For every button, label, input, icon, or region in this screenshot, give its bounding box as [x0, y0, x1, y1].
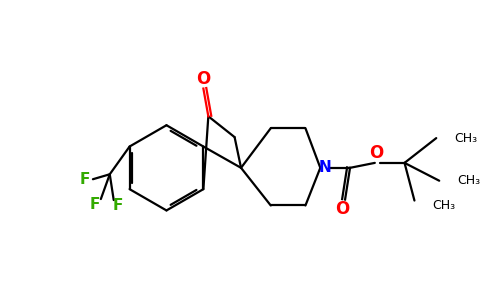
Text: N: N — [319, 160, 332, 175]
Text: F: F — [90, 196, 100, 211]
Text: CH₃: CH₃ — [432, 199, 455, 212]
Text: F: F — [80, 172, 90, 187]
Text: O: O — [196, 70, 211, 88]
Text: O: O — [335, 200, 349, 218]
Text: CH₃: CH₃ — [454, 132, 477, 145]
Text: F: F — [112, 199, 123, 214]
Text: O: O — [369, 144, 383, 162]
Text: CH₃: CH₃ — [457, 174, 480, 187]
